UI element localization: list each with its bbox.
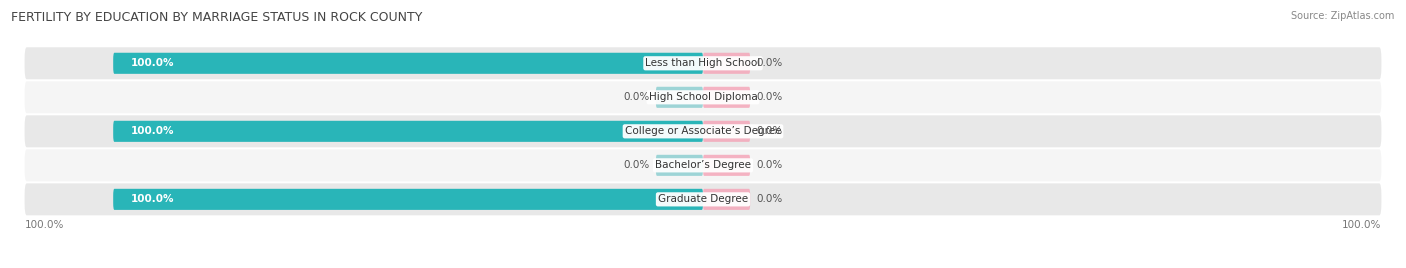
FancyBboxPatch shape (25, 115, 1381, 147)
FancyBboxPatch shape (25, 81, 1381, 113)
FancyBboxPatch shape (114, 121, 703, 142)
Text: High School Diploma: High School Diploma (648, 92, 758, 102)
Text: Source: ZipAtlas.com: Source: ZipAtlas.com (1291, 11, 1395, 21)
FancyBboxPatch shape (25, 149, 1381, 181)
FancyBboxPatch shape (655, 155, 703, 176)
FancyBboxPatch shape (703, 121, 751, 142)
Text: 100.0%: 100.0% (25, 220, 65, 230)
Text: FERTILITY BY EDUCATION BY MARRIAGE STATUS IN ROCK COUNTY: FERTILITY BY EDUCATION BY MARRIAGE STATU… (11, 11, 423, 24)
Text: 0.0%: 0.0% (624, 160, 650, 170)
Text: 0.0%: 0.0% (756, 92, 782, 102)
FancyBboxPatch shape (703, 53, 751, 74)
Text: Less than High School: Less than High School (645, 58, 761, 68)
Text: 100.0%: 100.0% (131, 194, 174, 204)
FancyBboxPatch shape (25, 183, 1381, 215)
Text: 100.0%: 100.0% (131, 126, 174, 136)
FancyBboxPatch shape (114, 53, 703, 74)
Text: Graduate Degree: Graduate Degree (658, 194, 748, 204)
FancyBboxPatch shape (655, 87, 703, 108)
Text: College or Associate’s Degree: College or Associate’s Degree (624, 126, 782, 136)
Text: 0.0%: 0.0% (756, 194, 782, 204)
FancyBboxPatch shape (114, 189, 703, 210)
FancyBboxPatch shape (703, 189, 751, 210)
Text: 0.0%: 0.0% (756, 126, 782, 136)
Text: 100.0%: 100.0% (131, 58, 174, 68)
Text: 0.0%: 0.0% (756, 58, 782, 68)
Text: 0.0%: 0.0% (756, 160, 782, 170)
FancyBboxPatch shape (703, 155, 751, 176)
Text: Bachelor’s Degree: Bachelor’s Degree (655, 160, 751, 170)
FancyBboxPatch shape (703, 87, 751, 108)
Text: 100.0%: 100.0% (1341, 220, 1381, 230)
Text: 0.0%: 0.0% (624, 92, 650, 102)
FancyBboxPatch shape (25, 47, 1381, 79)
